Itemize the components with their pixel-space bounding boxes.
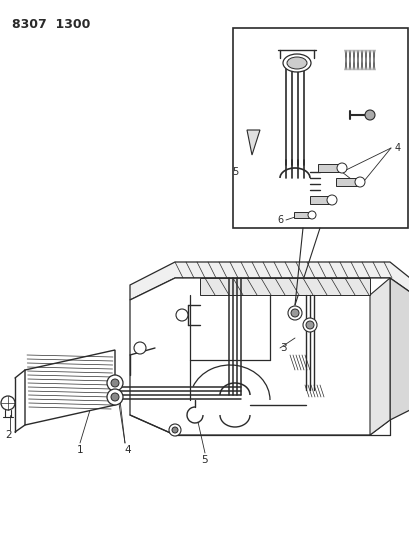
Polygon shape [25, 350, 115, 425]
Circle shape [326, 195, 336, 205]
Circle shape [107, 375, 123, 391]
Ellipse shape [282, 54, 310, 72]
Circle shape [111, 393, 119, 401]
Bar [335, 178, 357, 186]
Bar [293, 212, 309, 218]
Circle shape [305, 321, 313, 329]
Circle shape [336, 163, 346, 173]
Bar [232, 28, 407, 228]
Text: 5: 5 [231, 167, 238, 177]
Circle shape [307, 211, 315, 219]
Polygon shape [130, 262, 409, 300]
Circle shape [290, 309, 298, 317]
Circle shape [364, 110, 374, 120]
Text: 8307  1300: 8307 1300 [12, 18, 90, 31]
Text: 2: 2 [5, 430, 11, 440]
Circle shape [302, 318, 316, 332]
Polygon shape [130, 278, 389, 435]
Circle shape [111, 379, 119, 387]
Circle shape [287, 306, 301, 320]
Circle shape [354, 177, 364, 187]
Polygon shape [369, 278, 389, 435]
Text: 4: 4 [394, 143, 400, 153]
Ellipse shape [286, 57, 306, 69]
Text: 1: 1 [76, 445, 83, 455]
Circle shape [175, 309, 188, 321]
Bar [309, 196, 329, 204]
Circle shape [172, 427, 178, 433]
Circle shape [169, 424, 180, 436]
Circle shape [1, 396, 15, 410]
Polygon shape [389, 278, 409, 420]
Text: 5: 5 [201, 455, 208, 465]
Circle shape [107, 389, 123, 405]
Text: 3: 3 [279, 343, 286, 353]
Text: 4: 4 [124, 445, 131, 455]
Polygon shape [246, 130, 259, 155]
Circle shape [134, 342, 146, 354]
Polygon shape [200, 278, 369, 295]
Bar [317, 164, 339, 172]
Text: 6: 6 [276, 215, 282, 225]
